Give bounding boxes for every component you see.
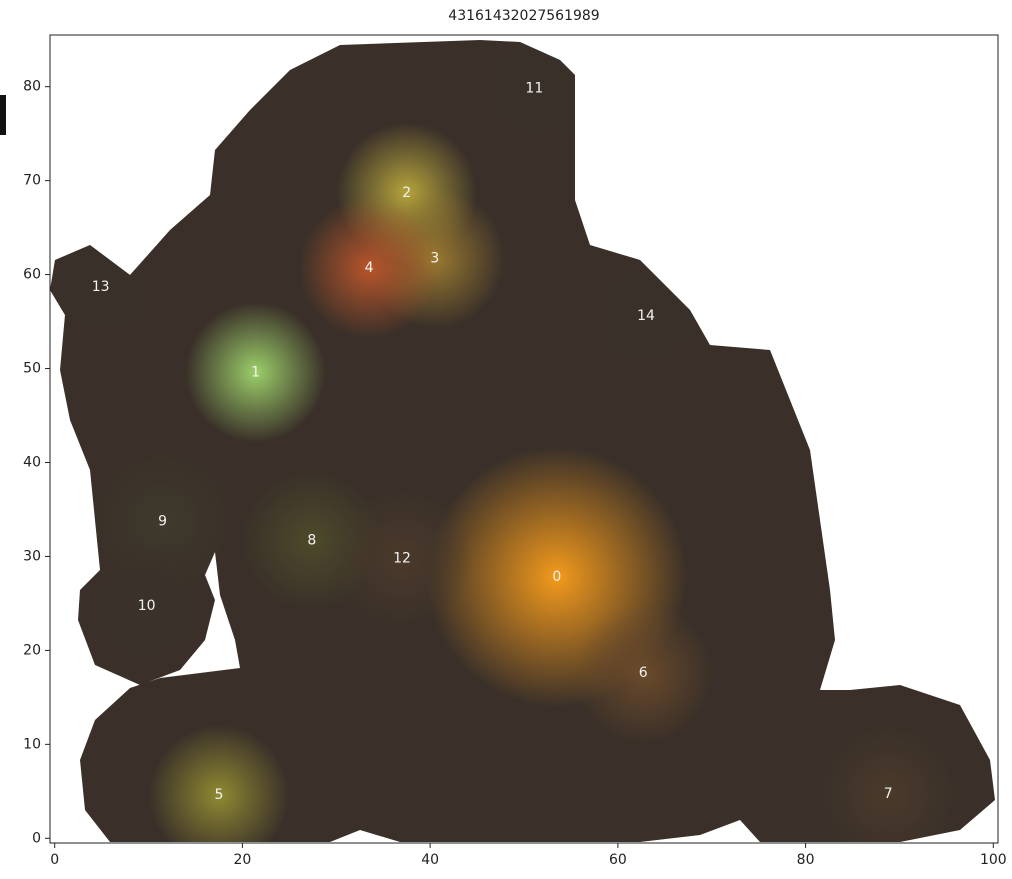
y-tick-label: 30 <box>23 548 41 564</box>
source-label: 0 <box>552 569 561 585</box>
x-tick-label: 0 <box>50 852 59 868</box>
source-label: 5 <box>214 787 223 803</box>
y-tick-label: 70 <box>23 173 41 189</box>
source-label: 7 <box>884 786 893 802</box>
source-label: 8 <box>307 532 316 548</box>
x-tick-label: 100 <box>980 852 1007 868</box>
chart: 43161432027561989 0204060801000102030405… <box>0 0 1012 875</box>
source-label: 12 <box>393 550 411 566</box>
x-tick-label: 40 <box>421 852 439 868</box>
x-tick-label: 80 <box>797 852 815 868</box>
image-region <box>50 40 995 842</box>
source-label: 9 <box>158 514 167 530</box>
y-tick-label: 10 <box>23 736 41 752</box>
cropped-mark <box>0 95 6 135</box>
source-label: 13 <box>92 279 110 295</box>
source-label: 11 <box>525 81 543 97</box>
source-label: 4 <box>365 260 374 276</box>
source-label: 14 <box>637 308 655 324</box>
source-label: 3 <box>430 251 439 267</box>
y-tick-label: 50 <box>23 361 41 377</box>
chart-title: 43161432027561989 <box>448 8 599 24</box>
source-label: 10 <box>138 598 156 614</box>
y-tick-label: 20 <box>23 642 41 658</box>
source-label: 1 <box>251 364 260 380</box>
x-tick-label: 60 <box>609 852 627 868</box>
source-label: 2 <box>402 185 411 201</box>
y-tick-label: 80 <box>23 79 41 95</box>
y-tick-label: 0 <box>32 830 41 846</box>
x-tick-label: 20 <box>234 852 252 868</box>
y-tick-label: 40 <box>23 454 41 470</box>
y-tick-label: 60 <box>23 267 41 283</box>
source-label: 6 <box>639 665 648 681</box>
